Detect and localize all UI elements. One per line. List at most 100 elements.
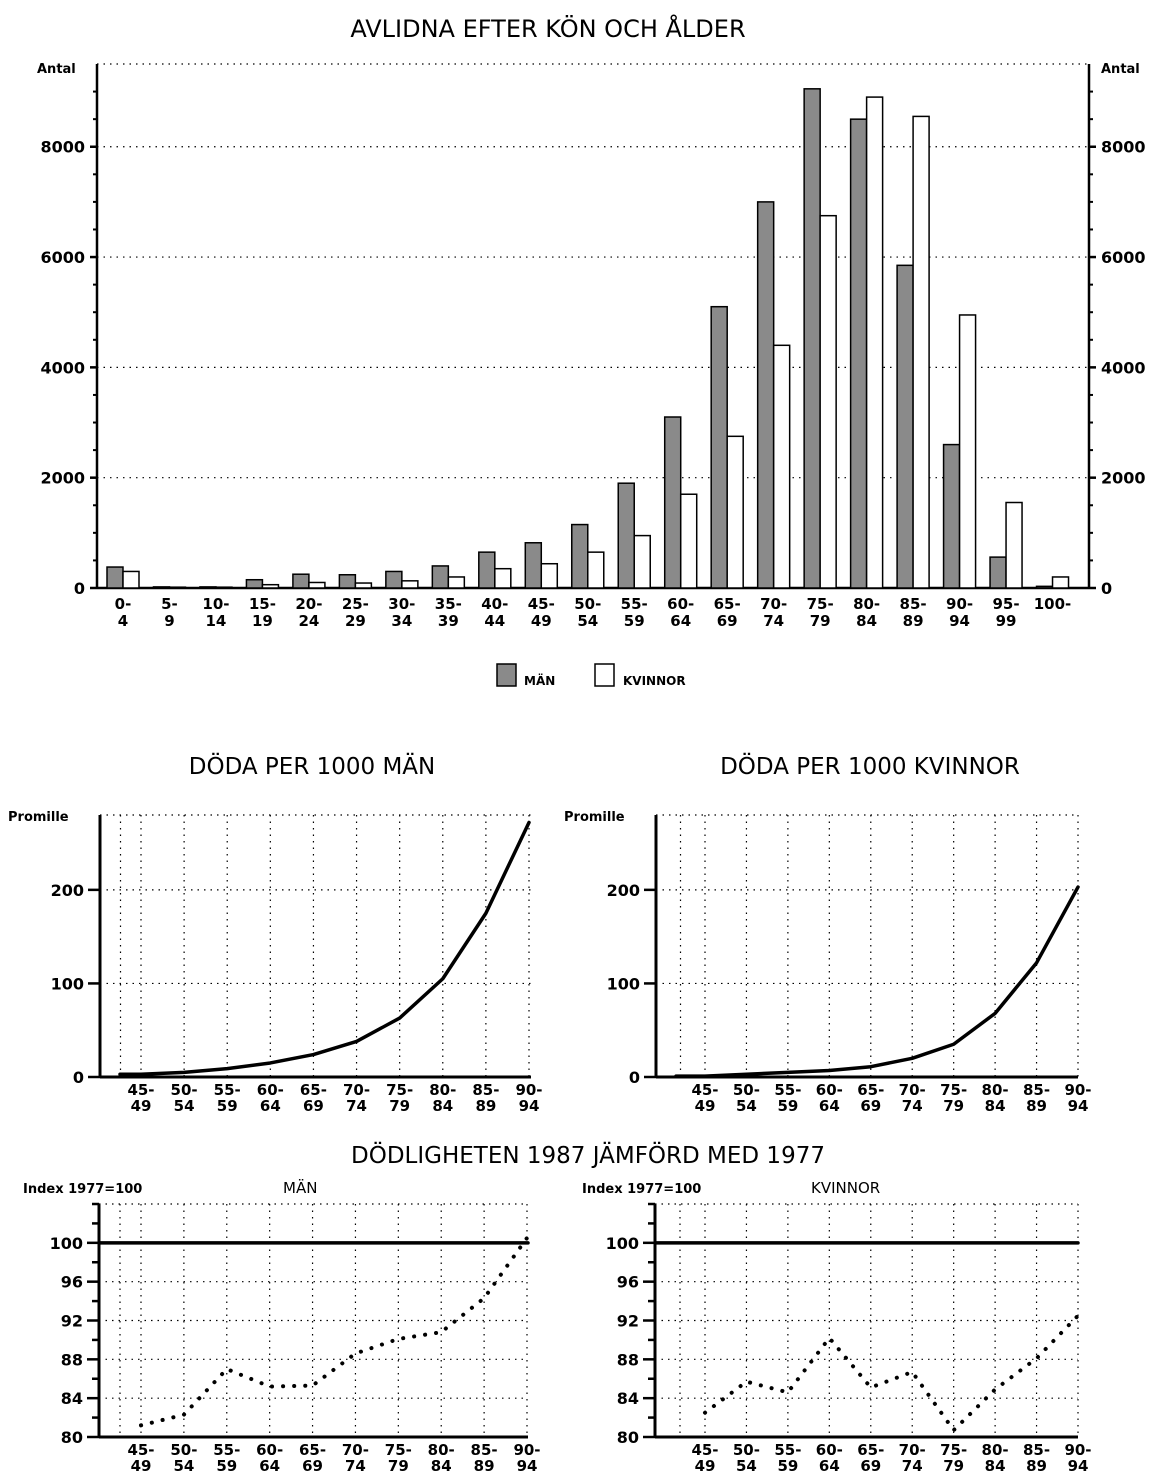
- bar-men: [1035, 585, 1054, 589]
- bar-x-tick-label: 74: [763, 612, 784, 630]
- women-rate-x-tick-label: 94: [1068, 1097, 1089, 1115]
- women-index-x-tick-label: 60-: [816, 1441, 843, 1459]
- men-rate-series-line: [118, 820, 531, 1076]
- men-rate-x-tick-label: 60-: [257, 1081, 284, 1099]
- bar-x-tick-label: 70-: [760, 595, 787, 613]
- women-index-y-tick-label: 84: [617, 1389, 639, 1408]
- men-rate-x-tick-label: 94: [519, 1097, 540, 1115]
- bar-x-tick-label: 29: [345, 612, 366, 630]
- men-rate-x-tick-label: 89: [475, 1097, 496, 1115]
- women-rate-x-tick-label: 50-: [733, 1081, 760, 1099]
- women-index-y-tick-label: 80: [617, 1428, 639, 1447]
- men-index-series-1987-line: [139, 1235, 529, 1428]
- bar-women: [865, 96, 884, 589]
- women-rate-x-tick-label: 85-: [1023, 1081, 1050, 1099]
- bar-men: [152, 586, 171, 589]
- men-index-x-tick-label: 45-: [127, 1441, 154, 1459]
- men-index-panel-label: MÄN: [283, 1178, 317, 1197]
- bar-x-tick-label: 20-: [295, 595, 322, 613]
- women-index-x-tick-label: 89: [1026, 1457, 1047, 1475]
- women-index-x-tick-label: 74: [902, 1457, 923, 1475]
- bar-x-tick-label: 99: [996, 612, 1017, 630]
- bar-women: [308, 581, 326, 589]
- legend-label-men: MÄN: [524, 673, 555, 688]
- bar-x-tick-label: 54: [577, 612, 598, 630]
- bar-men: [849, 118, 868, 589]
- legend-swatch-men: [496, 663, 517, 687]
- bar-women: [679, 493, 698, 589]
- women-rate-x-tick-label: 74: [902, 1097, 923, 1115]
- bar-x-tick-label: 95-: [992, 595, 1019, 613]
- bar-women: [447, 576, 466, 589]
- bar-x-tick-label: 59: [624, 612, 645, 630]
- bar-x-tick-label: 89: [903, 612, 924, 630]
- women-rate-x-tick-label: 69: [860, 1097, 881, 1115]
- women-rate-x-tick-label: 84: [985, 1097, 1006, 1115]
- men-rate-x-tick-label: 59: [217, 1097, 238, 1115]
- men-rate-x-tick-label: 80-: [429, 1081, 456, 1099]
- men-index-x-tick-label: 55-: [213, 1441, 240, 1459]
- women-index-x-tick-label: 55-: [774, 1441, 801, 1459]
- women-rate-x-tick-label: 55-: [774, 1081, 801, 1099]
- women-index-y-tick-label: 92: [617, 1312, 639, 1331]
- bar-x-tick-label: 79: [810, 612, 831, 630]
- women-rate-y-tick-label: 0: [629, 1068, 640, 1087]
- bar-men: [106, 566, 124, 589]
- bar-men: [199, 586, 217, 589]
- men-index-x-tick-label: 80-: [428, 1441, 455, 1459]
- bar-x-tick-label: 60-: [667, 595, 694, 613]
- bar-men: [524, 542, 543, 589]
- women-rate-x-tick-label: 59: [777, 1097, 798, 1115]
- bar-x-tick-label: 45-: [528, 595, 555, 613]
- men-index-x-tick-label: 94: [517, 1457, 538, 1475]
- women-rate-y-tick-label: 200: [607, 881, 640, 900]
- bar-men: [803, 88, 821, 589]
- bar-men: [710, 305, 728, 589]
- bar-x-tick-label: 35-: [435, 595, 462, 613]
- bar-x-tick-label: 19: [252, 612, 273, 630]
- bar-women: [633, 534, 651, 589]
- men-rate-x-tick-label: 45-: [127, 1081, 154, 1099]
- men-index-x-tick-label: 50-: [170, 1441, 197, 1459]
- legend-label-women: KVINNOR: [623, 674, 686, 688]
- bar-x-tick-label: 14: [206, 612, 227, 630]
- women-index-x-tick-label: 80-: [982, 1441, 1009, 1459]
- legend-swatch-women: [594, 663, 615, 687]
- bar-x-tick-label: 30-: [388, 595, 415, 613]
- bar-y-axis-label-right: Antal: [1101, 62, 1140, 77]
- bar-x-tick-label: 90-: [946, 595, 973, 613]
- bar-x-tick-label: 25-: [342, 595, 369, 613]
- men-index-x-tick-label: 70-: [342, 1441, 369, 1459]
- men-index-x-tick-label: 59: [216, 1457, 237, 1475]
- bar-x-tick-label: 64: [670, 612, 691, 630]
- bar-men: [338, 574, 357, 589]
- women-index-y-tick-label: 96: [617, 1273, 639, 1292]
- women-rate-x-tick-label: 80-: [982, 1081, 1009, 1099]
- women-index-x-tick-label: 49: [695, 1457, 716, 1475]
- bar-women: [354, 582, 373, 589]
- bar-y-tick-label-right: 4000: [1101, 358, 1146, 377]
- bar-men: [989, 556, 1007, 589]
- men-rate-y-tick-label: 0: [73, 1068, 84, 1087]
- men-rate-x-tick-label: 65-: [300, 1081, 327, 1099]
- women-index-x-tick-label: 85-: [1023, 1441, 1050, 1459]
- bar-women: [1005, 501, 1023, 589]
- men-index-x-tick-label: 65-: [299, 1441, 326, 1459]
- women-rate-y-tick-label: 100: [607, 974, 640, 993]
- men-rate-x-tick-label: 70-: [343, 1081, 370, 1099]
- bar-men: [942, 443, 961, 589]
- men-index-x-tick-label: 85-: [471, 1441, 498, 1459]
- men-rate-chart-title: DÖDA PER 1000 MÄN: [189, 752, 436, 780]
- bar-women: [215, 586, 233, 589]
- women-rate-x-tick-label: 70-: [899, 1081, 926, 1099]
- women-index-x-tick-label: 64: [819, 1457, 840, 1475]
- bar-men: [245, 578, 264, 589]
- men-index-x-tick-label: 79: [388, 1457, 409, 1475]
- men-index-y-tick-label: 96: [61, 1273, 83, 1292]
- bar-chart-title: AVLIDNA EFTER KÖN OCH ÅLDER: [350, 14, 745, 43]
- women-rate-x-tick-label: 90-: [1064, 1081, 1091, 1099]
- men-rate-x-tick-label: 85-: [472, 1081, 499, 1099]
- bar-women: [122, 570, 140, 589]
- bar-x-tick-label: 9: [164, 612, 174, 630]
